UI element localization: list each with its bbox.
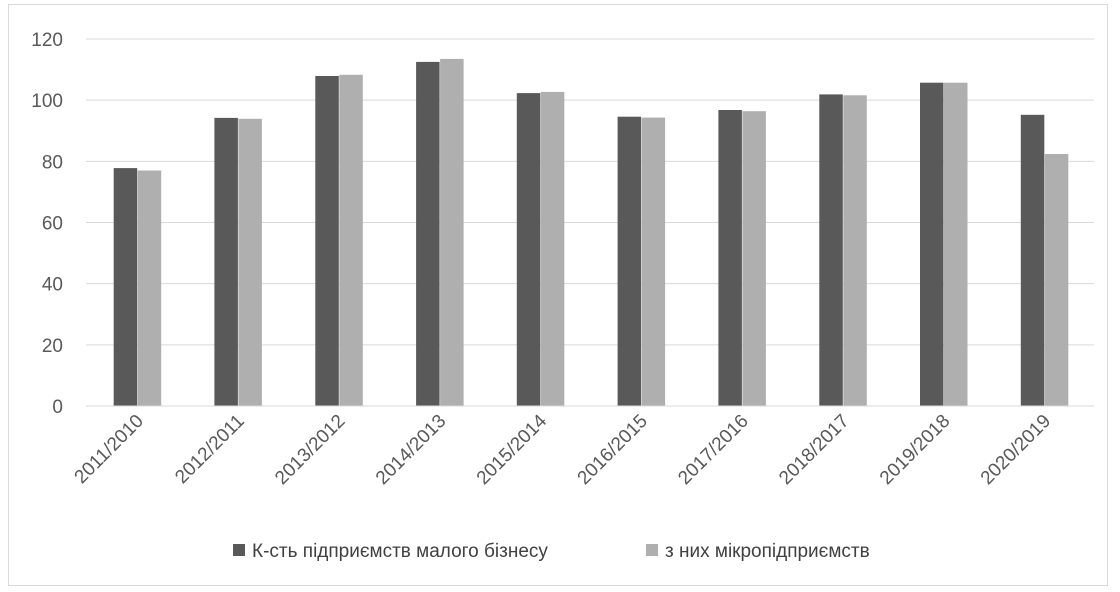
y-tick-label: 120 bbox=[31, 30, 63, 51]
bar-micro bbox=[1044, 154, 1069, 406]
bar-small-business bbox=[516, 93, 541, 406]
bar-small-business bbox=[920, 82, 944, 406]
x-tick-label: 2016/2015 bbox=[574, 411, 652, 489]
y-tick-label: 80 bbox=[42, 152, 63, 173]
bar-small-business bbox=[113, 168, 138, 406]
bar-small-business bbox=[315, 76, 339, 406]
legend-swatch-micro bbox=[646, 544, 658, 556]
x-tick-label: 2017/2016 bbox=[674, 411, 752, 489]
y-tick-label: 20 bbox=[42, 336, 63, 357]
y-tick-label: 40 bbox=[42, 275, 63, 296]
x-tick-label: 2012/2011 bbox=[171, 411, 248, 488]
x-tick-label: 2013/2012 bbox=[271, 411, 349, 489]
bar-micro bbox=[339, 74, 363, 407]
bar-small-business bbox=[617, 116, 642, 406]
bar-micro bbox=[540, 91, 565, 407]
y-axis-ticks: 0 20 40 60 80 100 120 bbox=[31, 30, 63, 418]
legend: К-сть підприємств малого бізнесу з них м… bbox=[233, 541, 870, 562]
bar-small-business bbox=[819, 94, 843, 407]
x-axis-ticks: 2011/2010 2012/2011 2013/2012 2014/2013 … bbox=[71, 410, 1056, 489]
y-tick-label: 100 bbox=[31, 91, 63, 112]
bars bbox=[113, 58, 1069, 407]
bar-small-business bbox=[416, 61, 440, 407]
bar-micro bbox=[944, 82, 968, 406]
x-tick-label: 2011/2010 bbox=[71, 411, 148, 488]
bar-small-business bbox=[718, 110, 742, 406]
x-tick-label: 2015/2014 bbox=[473, 410, 552, 489]
y-tick-label: 0 bbox=[52, 397, 63, 418]
x-tick-label: 2018/2017 bbox=[775, 411, 853, 489]
legend-swatch-small-business bbox=[233, 544, 245, 556]
bar-small-business bbox=[214, 117, 238, 407]
bar-micro bbox=[137, 170, 162, 406]
x-tick-label: 2020/2019 bbox=[977, 411, 1055, 489]
x-tick-label: 2014/2013 bbox=[372, 411, 450, 489]
legend-label-small-business: К-сть підприємств малого бізнесу bbox=[252, 541, 548, 562]
legend-label-micro: з них мікропідприємств bbox=[665, 541, 870, 562]
bar-small-business bbox=[1020, 114, 1045, 407]
bar-micro bbox=[641, 117, 666, 406]
bar-micro bbox=[742, 111, 766, 406]
x-tick-label: 2019/2018 bbox=[876, 411, 954, 489]
y-tick-label: 60 bbox=[42, 214, 63, 235]
bar-micro bbox=[440, 58, 464, 407]
bar-micro bbox=[238, 118, 262, 407]
bar-micro bbox=[843, 95, 867, 407]
